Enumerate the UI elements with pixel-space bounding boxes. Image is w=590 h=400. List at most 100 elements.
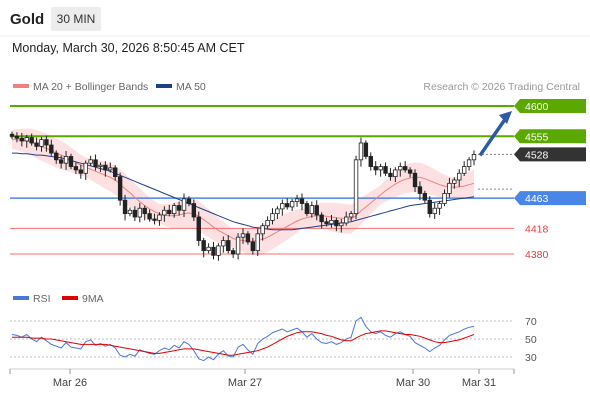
candle-body bbox=[250, 241, 256, 252]
candle-body bbox=[339, 222, 344, 227]
candle-body bbox=[235, 236, 241, 255]
candlesticks bbox=[9, 131, 477, 261]
candle bbox=[181, 193, 187, 217]
candle-body bbox=[230, 250, 236, 255]
candle bbox=[88, 155, 93, 166]
candle bbox=[285, 198, 290, 210]
instrument-title: Gold bbox=[10, 11, 44, 28]
candle-body bbox=[260, 225, 265, 235]
candle bbox=[39, 136, 44, 152]
candle-body bbox=[280, 203, 285, 210]
candle-body bbox=[309, 205, 315, 215]
candle bbox=[19, 132, 25, 147]
candle-body bbox=[157, 214, 162, 221]
rsi-legend-swatch bbox=[13, 296, 29, 300]
candle bbox=[437, 200, 442, 215]
candle bbox=[250, 237, 256, 255]
level-label-4418: 4418 bbox=[525, 223, 549, 235]
candle-body bbox=[186, 198, 192, 204]
candle bbox=[388, 167, 393, 181]
candle bbox=[108, 162, 113, 173]
candle-body bbox=[176, 205, 182, 211]
level-badge-4528 bbox=[514, 147, 586, 162]
candle-body bbox=[147, 213, 152, 220]
candle-body bbox=[196, 216, 201, 241]
timestamp: Monday, March 30, 2026 8:50:45 AM CET bbox=[12, 41, 245, 55]
candle bbox=[73, 162, 79, 174]
candle-body bbox=[49, 144, 54, 154]
candle bbox=[230, 247, 236, 259]
candle bbox=[417, 181, 423, 201]
candle-body bbox=[363, 142, 369, 157]
candle-body bbox=[358, 142, 364, 161]
rsi-panel: 70 50 30 bbox=[10, 316, 537, 364]
candle-body bbox=[88, 159, 93, 164]
x-tick-label: Mar 31 bbox=[462, 377, 496, 389]
candle bbox=[132, 206, 138, 222]
candle-body bbox=[39, 139, 44, 147]
candle-body bbox=[466, 159, 472, 167]
candle-body bbox=[167, 209, 172, 215]
candle bbox=[54, 150, 59, 164]
candle-body bbox=[329, 219, 334, 225]
candle-body bbox=[240, 233, 246, 238]
candle-body bbox=[412, 172, 418, 188]
candle bbox=[152, 213, 157, 225]
candle bbox=[68, 153, 74, 170]
candle-body bbox=[63, 156, 69, 164]
candle bbox=[432, 202, 437, 220]
candle-body bbox=[417, 186, 423, 194]
candle-body bbox=[201, 240, 206, 252]
candle bbox=[157, 212, 162, 226]
candle-body bbox=[393, 169, 398, 178]
candle-body bbox=[117, 176, 123, 201]
candle bbox=[226, 235, 231, 254]
level-badge-4600 bbox=[514, 99, 586, 113]
candle bbox=[24, 134, 29, 148]
candle-body bbox=[373, 166, 378, 171]
level-label-4528: 4528 bbox=[525, 149, 549, 161]
timeframe-badge[interactable] bbox=[51, 7, 101, 31]
candle bbox=[117, 172, 123, 206]
level-badge-4463 bbox=[514, 191, 586, 206]
candle bbox=[216, 243, 221, 261]
candle bbox=[122, 194, 128, 221]
candle-body bbox=[58, 159, 64, 164]
level-badge-4555 bbox=[514, 129, 586, 144]
candle bbox=[334, 217, 339, 232]
rsi-ma-legend-label: 9MA bbox=[82, 293, 104, 305]
candle-body bbox=[29, 137, 34, 144]
candle bbox=[186, 196, 192, 207]
candle-body bbox=[137, 207, 142, 218]
candle-body bbox=[24, 137, 29, 142]
candle bbox=[103, 161, 108, 177]
candle bbox=[344, 211, 349, 226]
arrow-head bbox=[499, 111, 512, 124]
candle-body bbox=[98, 164, 103, 167]
candle bbox=[393, 167, 398, 183]
candle-body bbox=[152, 218, 157, 221]
candle-body bbox=[294, 198, 300, 202]
candle bbox=[137, 202, 142, 223]
candle-body bbox=[19, 137, 25, 142]
candle-body bbox=[471, 154, 477, 161]
candle bbox=[9, 131, 15, 139]
candle-body bbox=[73, 166, 79, 171]
candle-body bbox=[93, 159, 98, 167]
level-label-4555: 4555 bbox=[525, 131, 549, 143]
candle bbox=[162, 206, 167, 222]
candle-body bbox=[314, 205, 319, 216]
candle-body bbox=[452, 179, 457, 184]
candle-body bbox=[162, 209, 167, 216]
candle-body bbox=[289, 201, 295, 208]
copyright: Research © 2026 Trading Central bbox=[423, 81, 580, 93]
candle bbox=[304, 200, 310, 217]
ma20-legend-swatch bbox=[13, 84, 29, 88]
candle bbox=[176, 201, 182, 216]
candle-body bbox=[255, 233, 260, 252]
rsi-legend-label: RSI bbox=[33, 293, 51, 305]
candle bbox=[358, 137, 364, 167]
candle bbox=[412, 169, 418, 193]
candle bbox=[348, 210, 354, 222]
candle-body bbox=[9, 133, 15, 137]
